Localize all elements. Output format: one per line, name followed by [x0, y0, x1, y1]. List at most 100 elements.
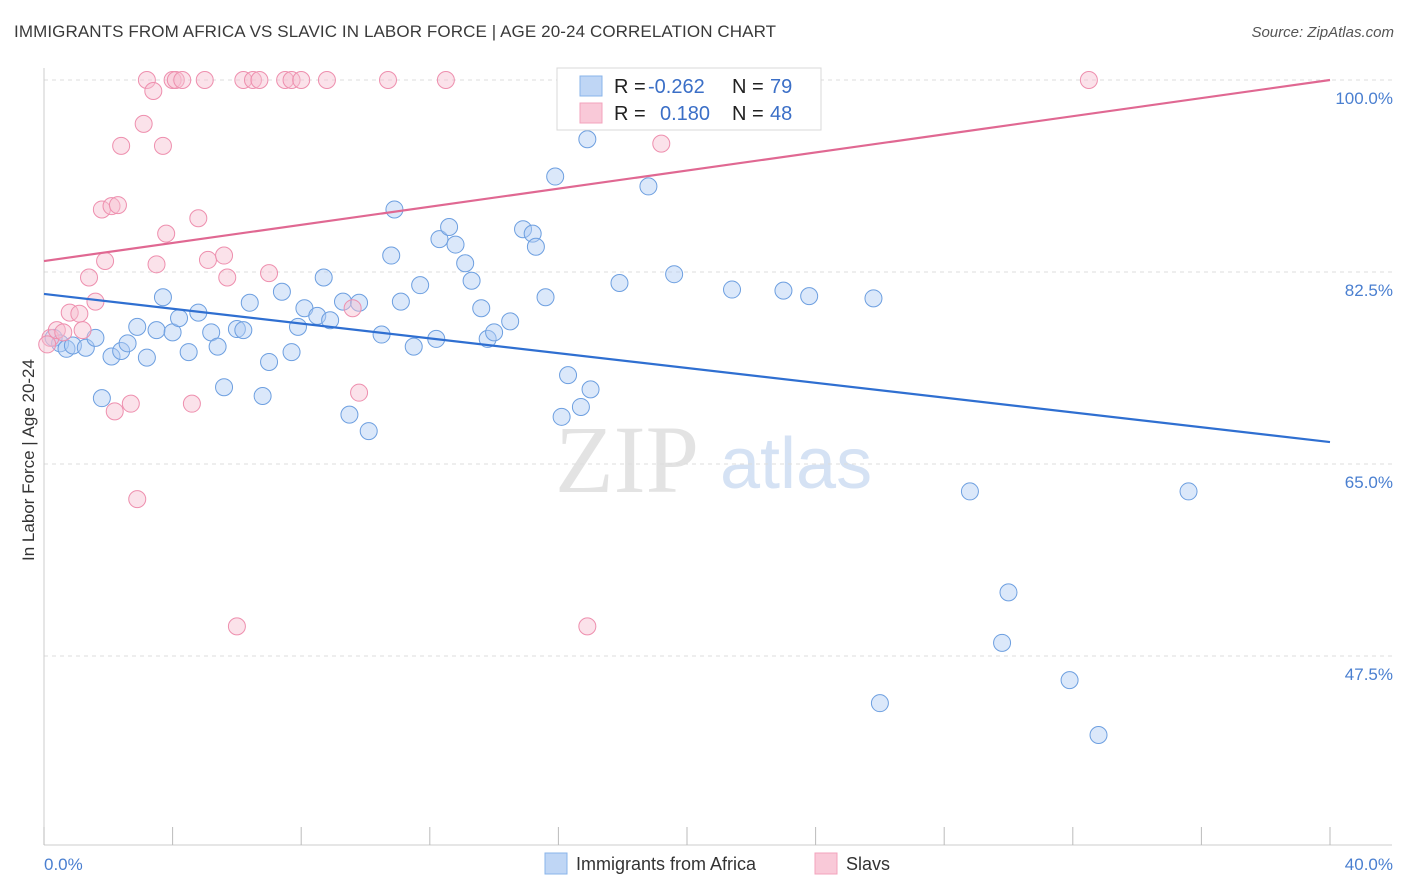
point-slavs — [102, 197, 121, 216]
point-africa — [340, 405, 359, 424]
point-slavs — [652, 134, 671, 153]
point-slavs — [73, 321, 92, 340]
point-africa — [456, 254, 475, 273]
point-africa — [288, 317, 307, 336]
legend-n-label-slavs: N = — [732, 103, 764, 125]
point-slavs — [198, 250, 217, 269]
legend-n-value-slavs: 48 — [770, 103, 792, 125]
point-africa — [208, 337, 227, 356]
point-slavs — [80, 268, 99, 287]
point-africa — [870, 694, 889, 713]
point-africa — [391, 292, 410, 311]
tick-labels: 47.5% 65.0% 82.5% 100.0% 0.0% 40.0% — [44, 89, 1393, 874]
stats-legend: R = -0.262 N = 79 R = 0.180 N = 48 — [556, 67, 822, 131]
point-slavs — [379, 71, 398, 89]
y-axis-label: In Labor Force | Age 20-24 — [19, 359, 38, 561]
point-africa — [639, 177, 658, 196]
point-slavs — [96, 252, 115, 271]
source-credit: Source: ZipAtlas.com — [1251, 24, 1394, 41]
point-africa — [147, 321, 166, 340]
point-africa — [440, 218, 459, 237]
point-africa — [92, 389, 111, 408]
point-africa — [514, 220, 533, 239]
legend-n-label-africa: N = — [732, 76, 764, 98]
point-africa — [723, 280, 742, 299]
bottom-legend-slavs: Slavs — [846, 854, 890, 874]
point-africa — [462, 271, 481, 290]
point-africa — [472, 299, 491, 318]
point-slavs — [173, 71, 192, 89]
point-africa — [501, 312, 520, 331]
point-africa — [446, 235, 465, 254]
legend-swatch-africa — [579, 75, 603, 97]
point-africa — [411, 276, 430, 295]
trend-line-slavs — [43, 78, 1331, 263]
point-slavs — [250, 71, 269, 89]
trend-lines — [43, 78, 1331, 444]
legend-r-label-slavs: R = — [614, 103, 646, 125]
point-slavs — [134, 114, 153, 133]
point-africa — [112, 341, 131, 360]
point-africa — [993, 633, 1012, 652]
bottom-legend-swatch-africa — [544, 852, 568, 875]
point-slavs — [282, 71, 301, 89]
point-africa — [999, 583, 1018, 602]
point-africa — [382, 246, 401, 265]
point-africa — [282, 343, 301, 362]
point-slavs — [578, 617, 597, 636]
point-africa — [559, 366, 578, 385]
point-slavs — [227, 617, 246, 636]
point-africa — [864, 289, 883, 308]
point-africa — [215, 378, 234, 397]
point-slavs — [243, 71, 262, 89]
y-tick-label: 100.0% — [1335, 89, 1393, 108]
point-slavs — [215, 246, 234, 265]
point-africa — [234, 321, 253, 340]
point-slavs — [343, 299, 362, 318]
legend-r-label-africa: R = — [614, 76, 646, 98]
y-tick-label: 82.5% — [1345, 281, 1393, 300]
point-africa — [260, 352, 279, 371]
x-tick-label: 40.0% — [1345, 855, 1393, 874]
y-tick-label: 65.0% — [1345, 473, 1393, 492]
point-slavs — [234, 71, 253, 89]
chart-title: IMMIGRANTS FROM AFRICA VS SLAVIC IN LABO… — [14, 22, 777, 41]
point-slavs — [47, 321, 66, 340]
point-africa — [404, 337, 423, 356]
point-slavs — [54, 323, 73, 342]
point-slavs — [70, 304, 89, 323]
point-slavs — [121, 394, 140, 413]
x-tick-label: 0.0% — [44, 855, 83, 874]
point-slavs — [182, 394, 201, 413]
y-tick-label: 47.5% — [1345, 665, 1393, 684]
point-africa — [546, 167, 565, 186]
point-africa — [536, 288, 555, 307]
point-africa — [552, 407, 571, 426]
watermark-zip: ZIP — [555, 406, 699, 513]
legend-n-value-africa: 79 — [770, 76, 792, 98]
bottom-legend-swatch-slavs — [814, 852, 838, 875]
point-africa — [1060, 671, 1079, 690]
axes — [43, 68, 1392, 846]
point-slavs — [128, 490, 147, 509]
point-slavs — [436, 71, 455, 89]
point-slavs — [317, 71, 336, 89]
point-africa — [170, 309, 189, 328]
point-africa — [314, 268, 333, 287]
point-africa — [153, 288, 172, 307]
point-africa — [1179, 482, 1198, 501]
point-africa — [581, 380, 600, 399]
point-slavs — [1079, 71, 1098, 89]
point-africa — [272, 282, 291, 301]
point-slavs — [260, 264, 279, 283]
point-africa — [118, 334, 137, 353]
point-slavs — [276, 71, 295, 89]
point-slavs — [147, 255, 166, 274]
point-africa — [485, 323, 504, 342]
legend-swatch-slavs — [579, 102, 603, 124]
point-africa — [478, 329, 497, 348]
point-africa — [137, 348, 156, 367]
point-africa — [253, 386, 272, 405]
trend-line-africa — [43, 292, 1331, 444]
